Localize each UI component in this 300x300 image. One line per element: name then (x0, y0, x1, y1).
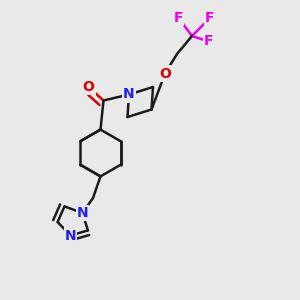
Text: F: F (204, 34, 213, 48)
Text: F: F (174, 11, 183, 25)
Text: N: N (123, 88, 135, 101)
Text: O: O (82, 80, 94, 94)
Text: N: N (65, 229, 76, 242)
Text: O: O (159, 67, 171, 80)
Text: F: F (205, 11, 215, 25)
Text: N: N (77, 206, 88, 220)
